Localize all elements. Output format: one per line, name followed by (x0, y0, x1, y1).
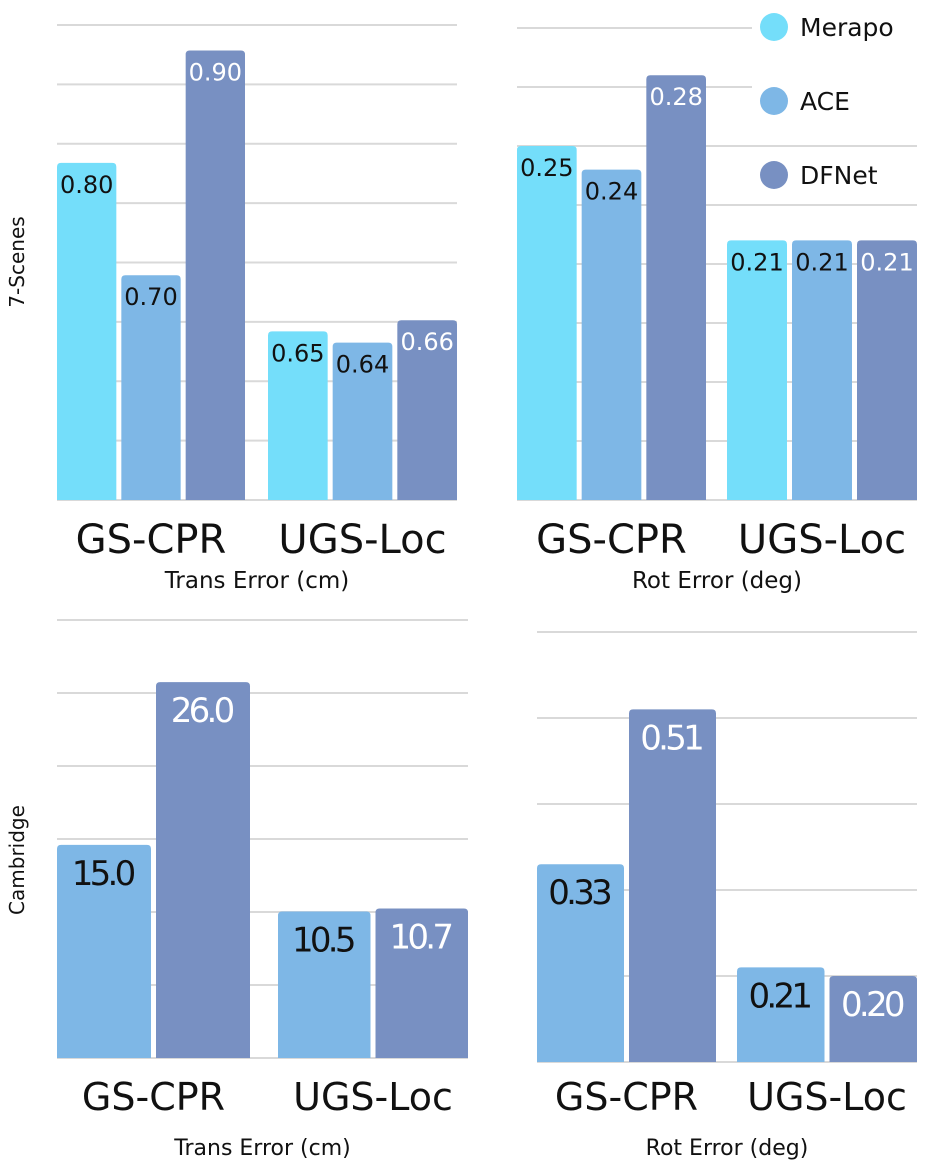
bar-ace-ugs-loc (737, 967, 825, 1062)
bar-dfnet-ugs-loc (857, 240, 917, 500)
legend-label: DFNet (800, 161, 878, 190)
x-axis-label: Rot Error (deg) (632, 568, 802, 594)
category-label: UGS-Loc (738, 517, 906, 563)
data-label: 0.66 (400, 328, 453, 356)
x-axis-label: Trans Error (cm) (164, 568, 349, 594)
legend-swatch-merapo (760, 13, 788, 41)
category-label: UGS-Loc (293, 1075, 453, 1119)
bar-dfnet-gs-cpr (185, 50, 245, 500)
legend-swatch-dfnet (760, 161, 788, 189)
bar-ace-ugs-loc (332, 342, 393, 500)
data-label: 0.21 (748, 976, 813, 1016)
category-label: GS-CPR (536, 517, 687, 563)
data-label: 0.21 (730, 248, 783, 276)
bar-ace-gs-cpr (57, 844, 151, 1058)
legend-label: Merapo (800, 13, 894, 42)
data-label: 10.5 (292, 921, 357, 961)
x-axis-label: Rot Error (deg) (646, 1136, 809, 1161)
bar-ace-ugs-loc (278, 911, 371, 1058)
data-label: 0.33 (548, 873, 613, 913)
bar-dfnet-gs-cpr (646, 75, 706, 500)
data-label: 0.70 (124, 283, 177, 311)
data-label: 26.0 (171, 691, 236, 731)
panel-4: 0.33 0.51 GS-CPR 0.21 0.20 UGS-Loc Rot Error (… (537, 631, 917, 1161)
data-label: 0.90 (189, 58, 242, 86)
row-label-cambridge: Cambridge (5, 805, 29, 915)
data-label: 10.7 (389, 918, 454, 958)
bar-ace-gs-cpr (581, 169, 642, 500)
bar-ace-gs-cpr (537, 864, 624, 1062)
panel-1: 0.80 0.70 0.90 GS-CPR 0.65 0.64 0.66 UGS-Loc Tra… (57, 24, 457, 594)
bar-dfnet-ugs-loc (397, 320, 457, 500)
data-label: 0.21 (795, 248, 848, 276)
data-label: 0.20 (841, 985, 906, 1025)
data-label: 0.64 (336, 351, 389, 379)
category-label: UGS-Loc (747, 1075, 907, 1119)
legend-label: ACE (800, 87, 850, 116)
data-label: 0.80 (60, 171, 113, 199)
bar-dfnet-gs-cpr (629, 709, 716, 1062)
bar-dfnet-ugs-loc (829, 976, 917, 1062)
row-label-7-scenes: 7-Scenes (5, 216, 29, 307)
bar-merapo-gs-cpr (57, 162, 117, 500)
data-label: 0.65 (271, 339, 324, 367)
bar-merapo-ugs-loc (268, 331, 328, 500)
data-label: 0.28 (649, 83, 702, 111)
bar-ace-ugs-loc (792, 240, 852, 500)
bar-ace-gs-cpr (121, 275, 181, 500)
x-axis-label: Trans Error (cm) (173, 1136, 350, 1161)
category-label: GS-CPR (82, 1075, 225, 1119)
bar-merapo-ugs-loc (727, 240, 787, 500)
panel-3: 15.0 26.0 GS-CPR 10.5 10.7 UGS-Loc Trans Error… (57, 619, 468, 1161)
bar-merapo-gs-cpr (517, 146, 577, 500)
panel-2: 0.25 0.24 0.28 GS-CPR 0.21 0.21 0.21 UGS-Loc Rot… (517, 27, 917, 594)
data-label: 0.51 (640, 718, 705, 758)
bar-dfnet-gs-cpr (156, 682, 250, 1058)
data-label: 0.24 (585, 178, 638, 206)
category-label: UGS-Loc (278, 517, 446, 563)
category-label: GS-CPR (555, 1075, 698, 1119)
bar-dfnet-ugs-loc (375, 908, 468, 1058)
data-label: 15.0 (72, 854, 137, 894)
legend-swatch-ace (760, 87, 788, 115)
legend: Merapo ACE DFNet (752, 5, 922, 197)
data-label: 0.21 (860, 248, 913, 276)
category-label: GS-CPR (76, 517, 227, 563)
data-label: 0.25 (520, 154, 573, 182)
